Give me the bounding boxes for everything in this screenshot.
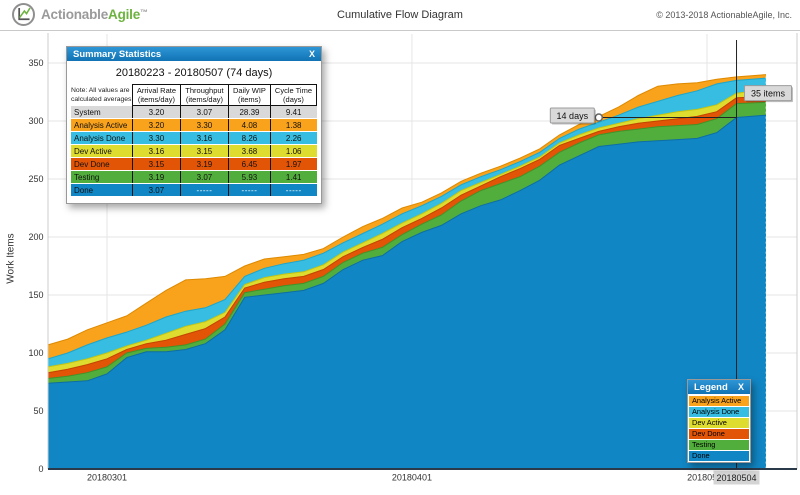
legend-close-button[interactable]: X bbox=[737, 382, 744, 392]
cycle-time-label-box bbox=[549, 107, 595, 124]
summary-row-dev-active: Dev Active 3.16 3.15 3.68 1.06 bbox=[71, 144, 317, 158]
brand-name: ActionableAgile™ bbox=[41, 7, 148, 22]
boundary-dev-active bbox=[47, 89, 767, 368]
summary-col-header-cycle-time: Cycle Time (days) bbox=[269, 84, 318, 106]
boundary-analysis-done bbox=[47, 77, 767, 360]
y-axis-label: Work Items bbox=[5, 233, 17, 284]
summary-date-range: 20180223 - 20180507 (74 days) bbox=[115, 67, 273, 79]
y-tick-350: 350 bbox=[28, 58, 43, 68]
crosshair-date-label: 20180504 bbox=[716, 473, 756, 483]
legend-item-dev-done[interactable]: Dev Done bbox=[689, 429, 749, 439]
x-tick-20180401: 20180401 bbox=[392, 473, 432, 483]
legend-item-dev-active[interactable]: Dev Active bbox=[689, 418, 749, 428]
y-tick-50: 50 bbox=[33, 406, 43, 416]
summary-table: Note: All values are calculated averages A… bbox=[71, 84, 318, 197]
y-tick-100: 100 bbox=[28, 348, 43, 358]
wip-label-box bbox=[744, 85, 793, 102]
summary-row-testing: Testing 3.19 3.07 5.93 1.41 bbox=[71, 170, 317, 184]
header-bar: ActionableAgile™ Cumulative Flow Diagram… bbox=[0, 0, 800, 31]
summary-row-analysis-done: Analysis Done 3.30 3.16 8.26 2.26 bbox=[71, 131, 317, 145]
cycle-time-label: 14 days bbox=[557, 111, 589, 121]
y-tick-250: 250 bbox=[28, 174, 43, 184]
legend-title: Legend bbox=[694, 381, 728, 393]
summary-close-button[interactable]: X bbox=[308, 49, 315, 59]
legend-item-testing[interactable]: Testing bbox=[689, 440, 749, 450]
boundary-analysis-active bbox=[47, 74, 767, 346]
summary-note: Note: All values are calculated averages bbox=[71, 84, 133, 106]
page-title: Cumulative Flow Diagram bbox=[337, 9, 463, 21]
crosshair-date-box bbox=[713, 470, 760, 485]
summary-statistics-panel: Summary Statistics X 20180223 - 20180507… bbox=[66, 46, 322, 204]
wip-label: 35 items bbox=[751, 89, 786, 99]
brand-logo-icon bbox=[12, 3, 35, 26]
boundary-testing bbox=[47, 101, 767, 379]
legend-title-bar[interactable]: Legend X bbox=[688, 380, 750, 394]
x-tick-20180301: 20180301 bbox=[87, 473, 127, 483]
x-tick-201805: 201805 bbox=[687, 473, 717, 483]
boundary-dev-done bbox=[47, 96, 767, 374]
area-done bbox=[48, 115, 766, 469]
y-tick-300: 300 bbox=[28, 116, 43, 126]
boundary-done bbox=[47, 114, 767, 384]
summary-title-bar[interactable]: Summary Statistics X bbox=[67, 47, 321, 61]
y-tick-0: 0 bbox=[38, 464, 43, 474]
y-tick-150: 150 bbox=[28, 290, 43, 300]
legend-item-analysis-done[interactable]: Analysis Done bbox=[689, 407, 749, 417]
legend-panel: Legend X Analysis Active Analysis Done Dev… bbox=[687, 379, 751, 463]
legend-items: Analysis Active Analysis Done Dev Active De… bbox=[688, 394, 750, 462]
legend-item-analysis-active[interactable]: Analysis Active bbox=[689, 396, 749, 406]
copyright-text: © 2013-2018 ActionableAgile, Inc. bbox=[656, 10, 792, 20]
summary-row-system: System 3.20 3.07 28.39 9.41 bbox=[71, 105, 317, 119]
summary-col-header-throughput: Throughput (items/day) bbox=[179, 84, 230, 106]
summary-col-header-daily-wip: Daily WIP (items) bbox=[228, 84, 271, 106]
legend-item-done[interactable]: Done bbox=[689, 451, 749, 461]
summary-row-done: Done 3.07 ----- ----- ----- bbox=[71, 183, 317, 197]
summary-col-header-arrival-rate: Arrival Rate (items/day) bbox=[131, 84, 181, 106]
summary-title: Summary Statistics bbox=[73, 48, 162, 60]
summary-row-analysis-active: Analysis Active 3.20 3.30 4.08 1.38 bbox=[71, 118, 317, 132]
cycle-time-marker[interactable] bbox=[594, 113, 604, 122]
y-tick-200: 200 bbox=[28, 232, 43, 242]
summary-body: 20180223 - 20180507 (74 days) Note: All … bbox=[67, 61, 321, 203]
summary-row-dev-done: Dev Done 3.15 3.19 6.45 1.97 bbox=[71, 157, 317, 171]
